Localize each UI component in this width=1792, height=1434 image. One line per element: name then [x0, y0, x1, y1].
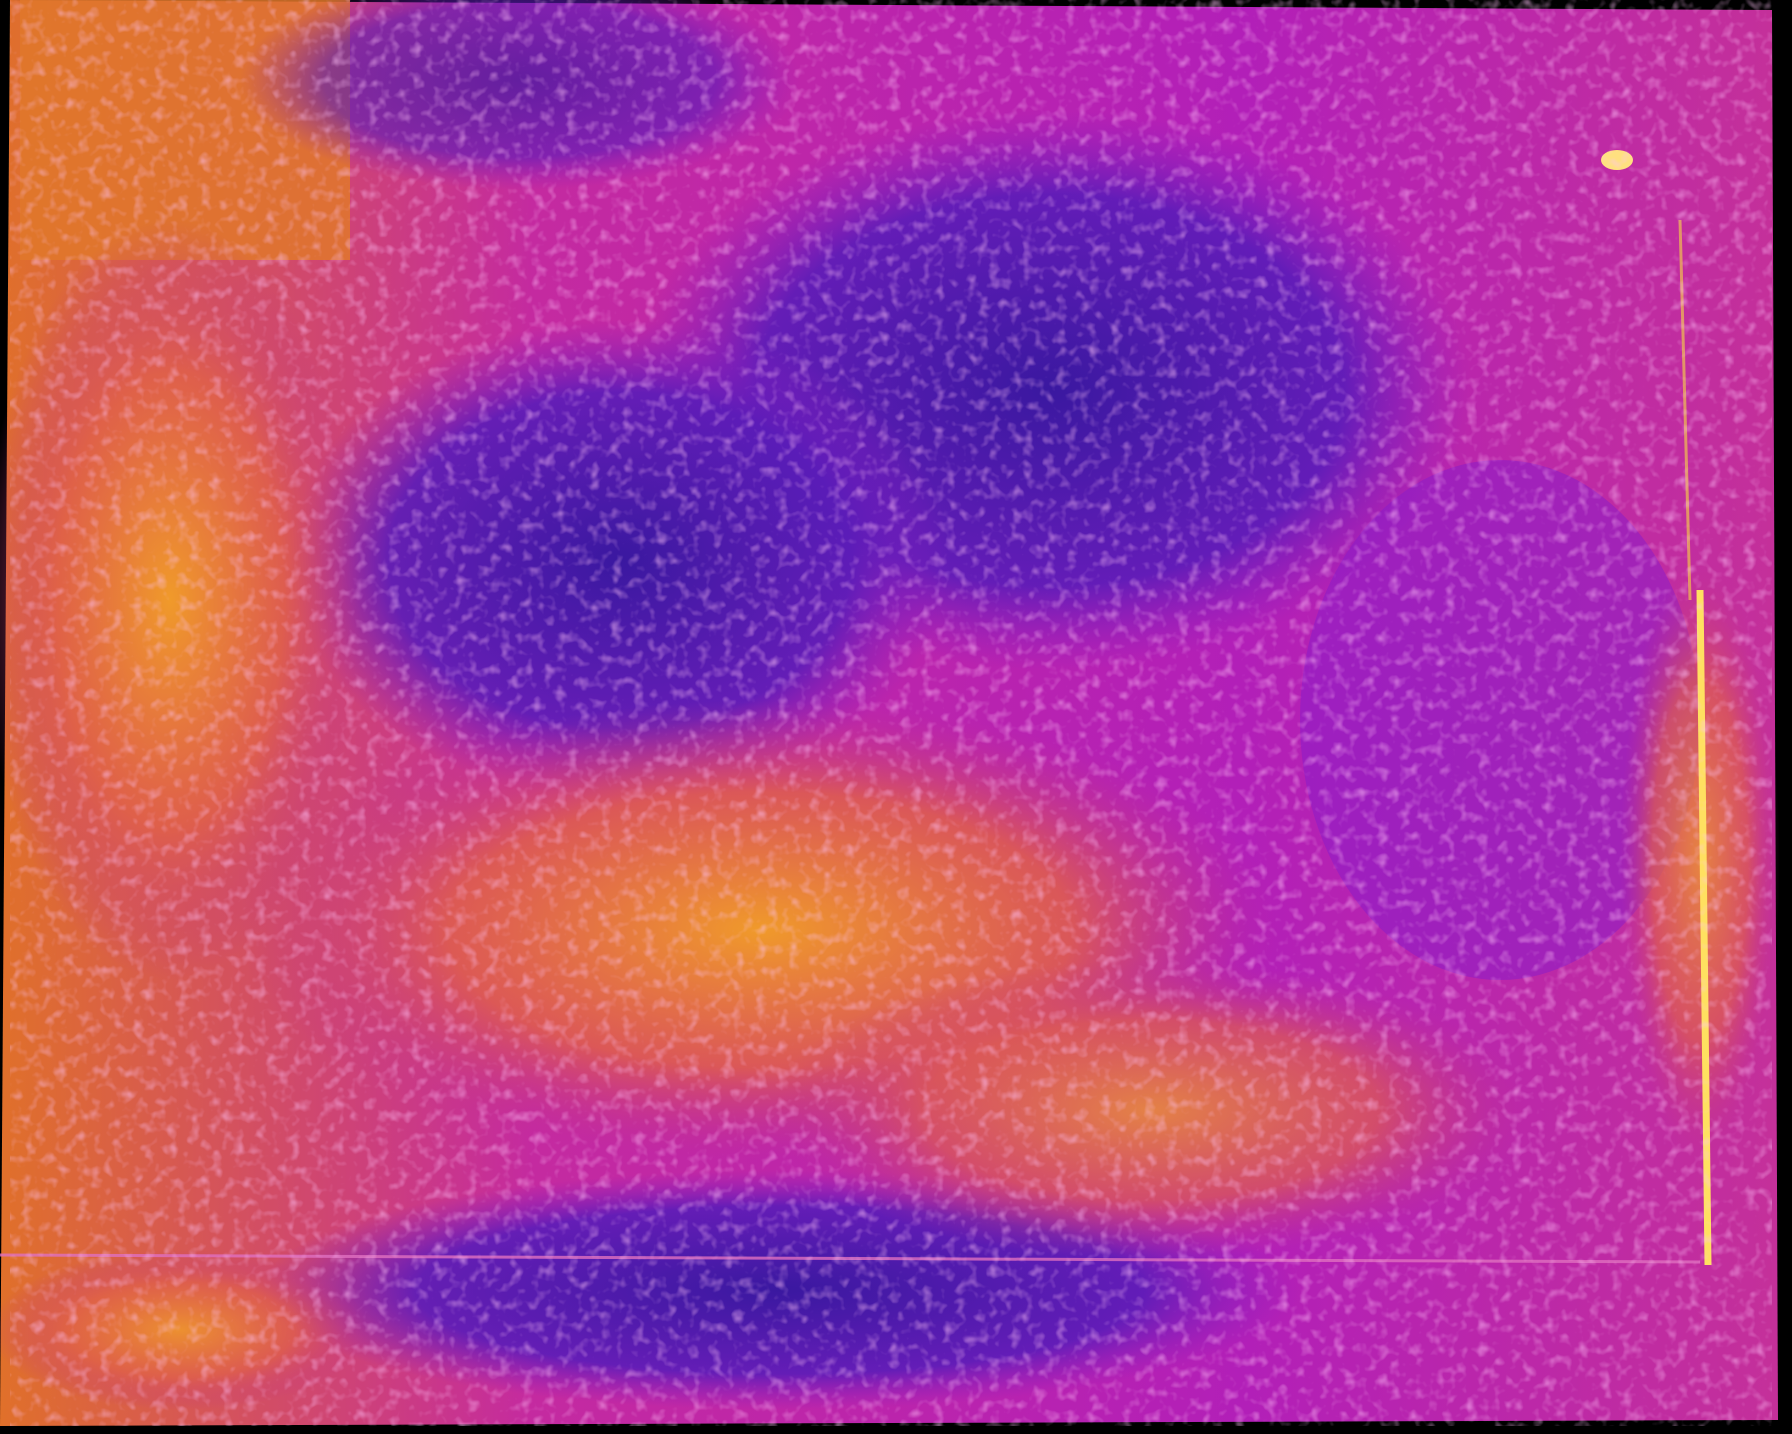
- thermal-aerial-image: [0, 0, 1780, 1426]
- image-frame: [0, 0, 1780, 1426]
